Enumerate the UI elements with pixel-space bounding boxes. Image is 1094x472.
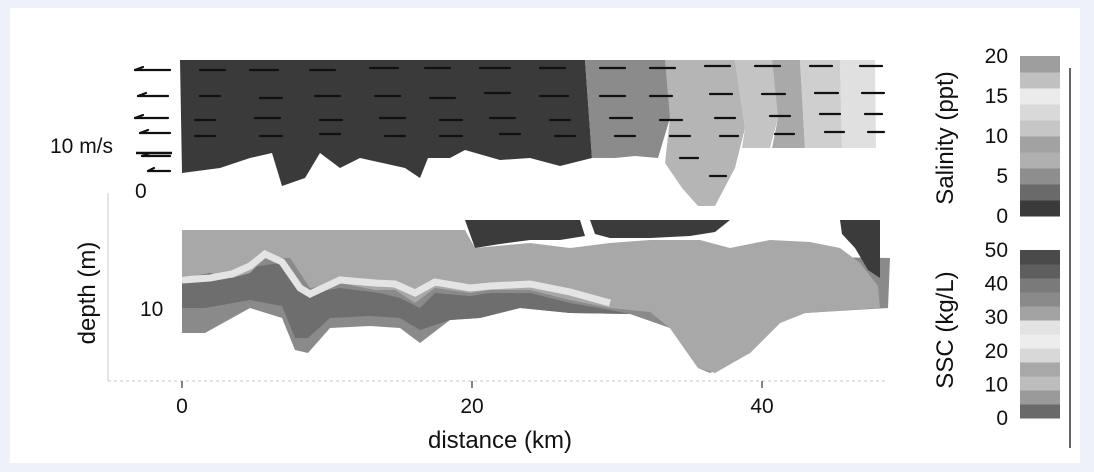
x-axis-title: distance (km) [428,427,572,454]
salinity-region-dark [180,60,592,186]
ssc-colorbar-tick-3: 30 [985,306,1008,329]
ssc-colorbar-tick-1: 10 [985,373,1008,396]
salinity-colorbar-band-3 [1020,152,1060,169]
figure: 10 m/s 0 10 depth (m) 0 20 40 distance (km… [10,8,1080,463]
x-axis: 0 20 40 [176,381,774,418]
salinity-colorbar-band-9 [1020,56,1060,73]
ssc-region-light [182,230,880,373]
colorbars: 0 5 10 15 20 0 10 20 30 40 50 [985,45,1060,430]
x-tick-label-1: 20 [460,395,483,418]
salinity-colorbar-tick-2: 10 [985,125,1008,148]
ssc-colorbar-tick-0: 0 [996,407,1008,430]
salinity-colorbar-band-6 [1020,104,1060,121]
x-tick-label-2: 40 [750,395,773,418]
depth-tick-label-10: 10 [140,298,163,321]
ssc-region-dark [465,220,585,248]
salinity-colorbar-band-4 [1020,136,1060,153]
velocity-scale-label: 10 m/s [50,135,113,158]
ssc-colorbar-band-5 [1020,334,1060,349]
salinity-region-light [665,60,745,206]
y-axis-title: depth (m) [74,242,101,345]
salinity-colorbar-tick-1: 5 [996,165,1008,188]
salinity-colorbar-title: Salinity (ppt) [932,71,959,204]
salinity-colorbar-band-1 [1020,184,1060,201]
salinity-region-light-4 [798,60,842,148]
salinity-colorbar-band-2 [1020,168,1060,185]
ssc-colorbar-band-4 [1020,348,1060,363]
salinity-region-light-3 [765,60,805,148]
salinity-colorbar-band-0 [1020,200,1060,217]
ssc-colorbar-title: SSC (kg/L) [932,271,959,388]
ssc-colorbar-band-1 [1020,390,1060,405]
salinity-panel: 10 m/s [50,60,886,206]
salinity-colorbar-tick-3: 15 [985,85,1008,108]
ssc-colorbar-tick-2: 20 [985,340,1008,363]
salinity-colorbar-band-5 [1020,120,1060,137]
ssc-colorbar-band-7 [1020,306,1060,321]
ssc-panel [107,193,890,382]
salinity-colorbar-tick-4: 20 [985,45,1008,68]
x-tick-label-0: 0 [176,395,188,418]
ssc-light-band [181,249,611,307]
salinity-colorbar-band-8 [1020,72,1060,89]
salinity-colorbar-band-7 [1020,88,1060,105]
ssc-colorbar-band-6 [1020,320,1060,335]
ssc-colorbar-band-3 [1020,362,1060,377]
ssc-region-dark-2 [590,220,730,238]
ssc-colorbar-tick-5: 50 [985,239,1008,262]
ssc-colorbar-band-11 [1020,250,1060,265]
ssc-colorbar-tick-4: 40 [985,273,1008,296]
ssc-colorbar-band-9 [1020,278,1060,293]
salinity-region-mid [578,60,670,158]
ssc-colorbar-band-8 [1020,292,1060,307]
ssc-colorbar-band-2 [1020,376,1060,391]
ssc-colorbar-band-0 [1020,404,1060,419]
salinity-region-light-2 [730,60,778,148]
ssc-colorbar-band-10 [1020,264,1060,279]
salinity-colorbar-tick-0: 0 [996,205,1008,228]
chart-canvas: 10 m/s 0 10 depth (m) 0 20 40 distance (km… [50,45,1071,454]
salinity-region-lightest [840,60,876,148]
ssc-region-dark-3 [840,220,880,278]
depth-tick-label-0: 0 [135,180,147,203]
